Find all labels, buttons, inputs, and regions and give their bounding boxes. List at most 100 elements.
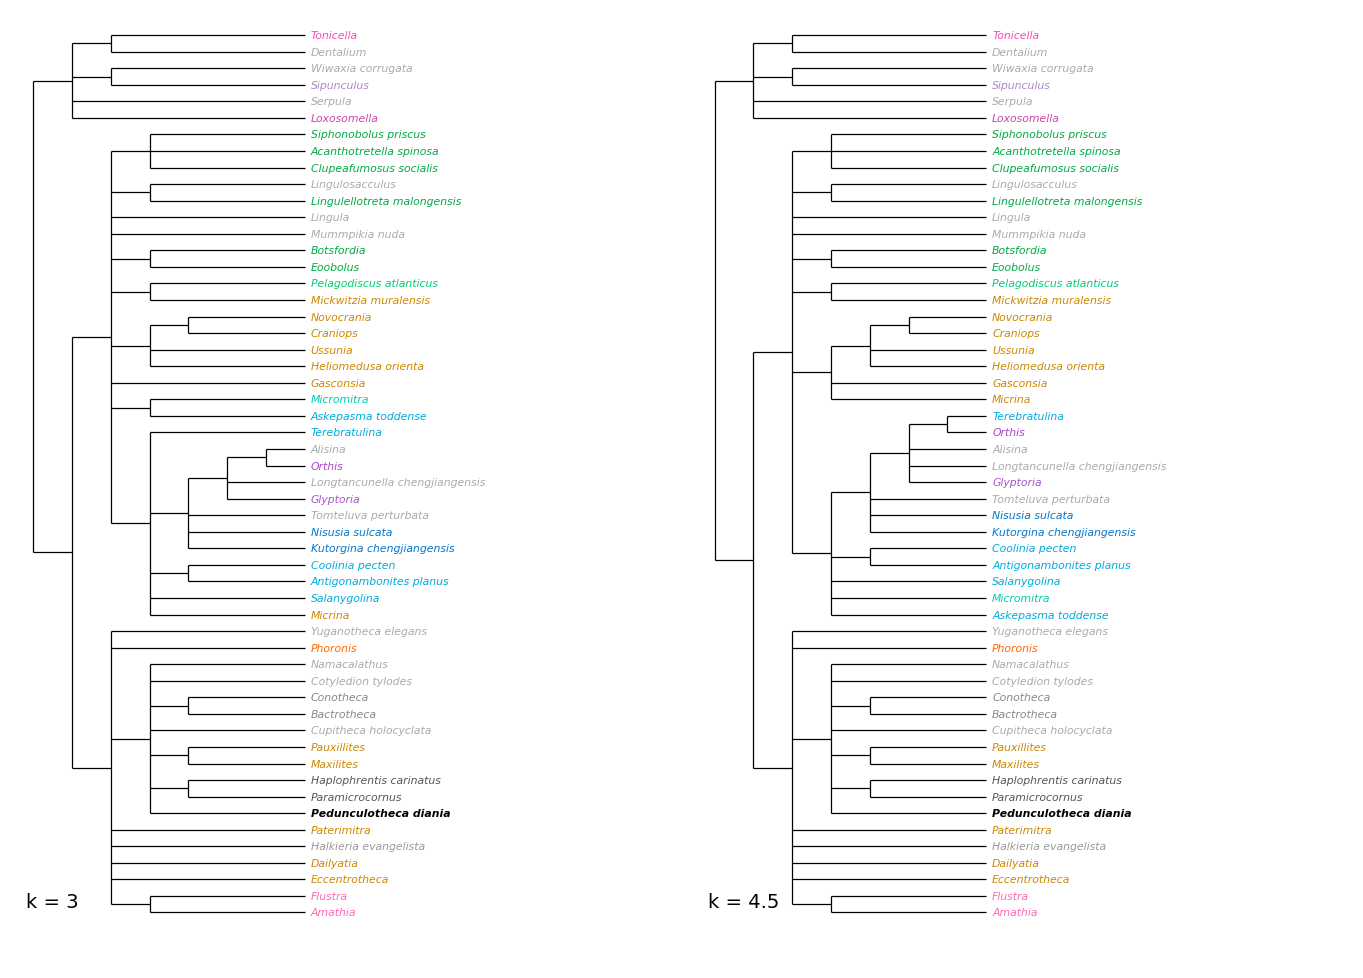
Text: Craniops: Craniops (311, 329, 358, 338)
Text: Namacalathus: Namacalathus (311, 659, 388, 670)
Text: Antigonambonites planus: Antigonambonites planus (311, 577, 450, 587)
Text: Mickwitzia muralensis: Mickwitzia muralensis (992, 295, 1111, 306)
Text: Clupeafumosus socialis: Clupeafumosus socialis (992, 163, 1119, 173)
Text: Pauxillites: Pauxillites (311, 742, 365, 752)
Text: Dailyatia: Dailyatia (992, 858, 1040, 867)
Text: Antigonambonites planus: Antigonambonites planus (992, 560, 1131, 570)
Text: Glyptoria: Glyptoria (311, 494, 360, 504)
Text: Lingulellotreta malongensis: Lingulellotreta malongensis (311, 197, 461, 206)
Text: Loxosomella: Loxosomella (992, 113, 1060, 124)
Text: Tonicella: Tonicella (992, 31, 1039, 41)
Text: Conotheca: Conotheca (992, 692, 1051, 702)
Text: Maxilites: Maxilites (992, 759, 1040, 769)
Text: Paterimitra: Paterimitra (992, 824, 1052, 835)
Text: Nisusia sulcata: Nisusia sulcata (992, 511, 1074, 520)
Text: Haplophrentis carinatus: Haplophrentis carinatus (992, 776, 1122, 785)
Text: Coolinia pecten: Coolinia pecten (992, 544, 1077, 554)
Text: Coolinia pecten: Coolinia pecten (311, 560, 395, 570)
Text: Ussunia: Ussunia (311, 345, 353, 355)
Text: Haplophrentis carinatus: Haplophrentis carinatus (311, 776, 440, 785)
Text: Micromitra: Micromitra (311, 395, 369, 405)
Text: Novocrania: Novocrania (992, 312, 1054, 322)
Text: Siphonobolus priscus: Siphonobolus priscus (992, 130, 1107, 140)
Text: Ussunia: Ussunia (992, 345, 1035, 355)
Text: Lingulosacculus: Lingulosacculus (311, 180, 397, 190)
Text: Longtancunella chengjiangensis: Longtancunella chengjiangensis (992, 461, 1167, 471)
Text: Acanthotretella spinosa: Acanthotretella spinosa (311, 147, 439, 156)
Text: Yuganotheca elegans: Yuganotheca elegans (311, 627, 427, 637)
Text: Mickwitzia muralensis: Mickwitzia muralensis (311, 295, 429, 306)
Text: Botsfordia: Botsfordia (992, 246, 1048, 256)
Text: Heliomedusa orienta: Heliomedusa orienta (992, 362, 1105, 372)
Text: Tomteluva perturbata: Tomteluva perturbata (311, 511, 428, 520)
Text: Lingula: Lingula (311, 213, 350, 223)
Text: Lingulosacculus: Lingulosacculus (992, 180, 1078, 190)
Text: Dentalium: Dentalium (311, 48, 367, 58)
Text: Longtancunella chengjiangensis: Longtancunella chengjiangensis (311, 477, 485, 488)
Text: Dentalium: Dentalium (992, 48, 1048, 58)
Text: Orthis: Orthis (992, 428, 1025, 438)
Text: Gasconsia: Gasconsia (992, 378, 1048, 388)
Text: Kutorgina chengjiangensis: Kutorgina chengjiangensis (311, 544, 454, 554)
Text: Eccentrotheca: Eccentrotheca (992, 874, 1070, 884)
Text: Sipunculus: Sipunculus (311, 81, 369, 91)
Text: Pedunculotheca diania: Pedunculotheca diania (311, 809, 450, 819)
Text: Micromitra: Micromitra (992, 594, 1051, 603)
Text: Bactrotheca: Bactrotheca (311, 709, 376, 719)
Text: Nisusia sulcata: Nisusia sulcata (311, 527, 393, 537)
Text: Halkieria evangelista: Halkieria evangelista (311, 841, 425, 852)
Text: Tomteluva perturbata: Tomteluva perturbata (992, 494, 1109, 504)
Text: Lingulellotreta malongensis: Lingulellotreta malongensis (992, 197, 1142, 206)
Text: Amathia: Amathia (992, 908, 1037, 917)
Text: Amathia: Amathia (311, 908, 356, 917)
Text: Eoobolus: Eoobolus (311, 263, 360, 273)
Text: Novocrania: Novocrania (311, 312, 372, 322)
Text: Glyptoria: Glyptoria (992, 477, 1041, 488)
Text: Wiwaxia corrugata: Wiwaxia corrugata (992, 65, 1093, 74)
Text: Kutorgina chengjiangensis: Kutorgina chengjiangensis (992, 527, 1135, 537)
Text: Eccentrotheca: Eccentrotheca (311, 874, 388, 884)
Text: Mummpikia nuda: Mummpikia nuda (992, 230, 1086, 240)
Text: Loxosomella: Loxosomella (311, 113, 379, 124)
Text: Serpula: Serpula (311, 97, 352, 108)
Text: Flustra: Flustra (311, 891, 348, 901)
Text: Flustra: Flustra (992, 891, 1029, 901)
Text: Pelagodiscus atlanticus: Pelagodiscus atlanticus (992, 279, 1119, 289)
Text: Halkieria evangelista: Halkieria evangelista (992, 841, 1107, 852)
Text: Conotheca: Conotheca (311, 692, 369, 702)
Text: Paramicrocornus: Paramicrocornus (311, 792, 402, 802)
Text: k = 4.5: k = 4.5 (707, 892, 780, 911)
Text: Alisina: Alisina (311, 445, 346, 455)
Text: Paramicrocornus: Paramicrocornus (992, 792, 1084, 802)
Text: Orthis: Orthis (311, 461, 343, 471)
Text: Heliomedusa orienta: Heliomedusa orienta (311, 362, 424, 372)
Text: Terebratulina: Terebratulina (311, 428, 383, 438)
Text: Lingula: Lingula (992, 213, 1032, 223)
Text: Clupeafumosus socialis: Clupeafumosus socialis (311, 163, 438, 173)
Text: Gasconsia: Gasconsia (311, 378, 367, 388)
Text: Tonicella: Tonicella (311, 31, 357, 41)
Text: Pelagodiscus atlanticus: Pelagodiscus atlanticus (311, 279, 438, 289)
Text: Cupitheca holocyclata: Cupitheca holocyclata (992, 726, 1112, 735)
Text: Eoobolus: Eoobolus (992, 263, 1041, 273)
Text: Terebratulina: Terebratulina (992, 412, 1065, 422)
Text: Askepasma toddense: Askepasma toddense (311, 412, 427, 422)
Text: Namacalathus: Namacalathus (992, 659, 1070, 670)
Text: Phoronis: Phoronis (311, 643, 357, 653)
Text: Siphonobolus priscus: Siphonobolus priscus (311, 130, 425, 140)
Text: Alisina: Alisina (992, 445, 1028, 455)
Text: Dailyatia: Dailyatia (311, 858, 358, 867)
Text: Salanygolina: Salanygolina (992, 577, 1062, 587)
Text: Salanygolina: Salanygolina (311, 594, 380, 603)
Text: Acanthotretella spinosa: Acanthotretella spinosa (992, 147, 1120, 156)
Text: Craniops: Craniops (992, 329, 1040, 338)
Text: Phoronis: Phoronis (992, 643, 1039, 653)
Text: Mummpikia nuda: Mummpikia nuda (311, 230, 405, 240)
Text: Cotyledion tylodes: Cotyledion tylodes (311, 676, 412, 686)
Text: Askepasma toddense: Askepasma toddense (992, 610, 1108, 620)
Text: Yuganotheca elegans: Yuganotheca elegans (992, 627, 1108, 637)
Text: Bactrotheca: Bactrotheca (992, 709, 1058, 719)
Text: Wiwaxia corrugata: Wiwaxia corrugata (311, 65, 412, 74)
Text: Pedunculotheca diania: Pedunculotheca diania (992, 809, 1131, 819)
Text: Serpula: Serpula (992, 97, 1033, 108)
